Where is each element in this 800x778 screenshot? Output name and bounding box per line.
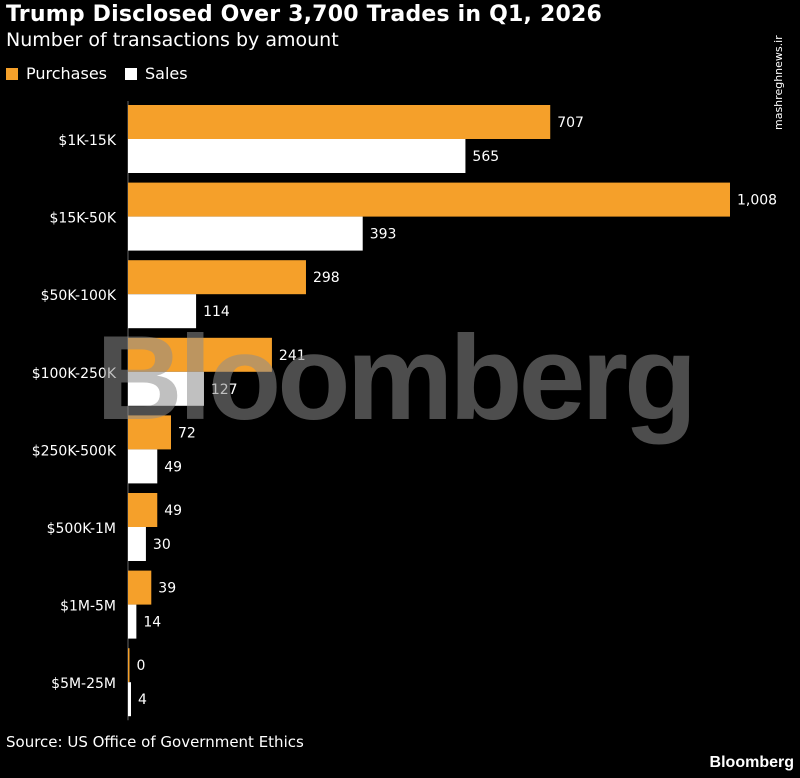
- value-label-sales-50k-100k: 114: [203, 304, 230, 320]
- bar-purchases-1k-15k: [128, 105, 551, 139]
- chart-title: Trump Disclosed Over 3,700 Trades in Q1,…: [6, 2, 602, 27]
- value-label-sales-5m-25m: 4: [138, 692, 147, 708]
- bar-purchases-500k-1m: [128, 493, 158, 527]
- category-label-50k-100k: $50K-100K: [41, 288, 117, 304]
- legend-swatch-sales: [125, 67, 137, 80]
- legend-swatch-purchases: [6, 67, 18, 80]
- category-label-1m-5m: $1M-5M: [60, 599, 116, 615]
- brand-logo: Bloomberg: [709, 754, 794, 771]
- value-label-sales-1k-15k: 565: [472, 149, 499, 165]
- value-label-sales-500k-1m: 30: [153, 537, 171, 553]
- chart-subtitle: Number of transactions by amount: [6, 29, 339, 51]
- bar-sales-5m-25m: [128, 682, 131, 717]
- value-label-purchases-15k-50k: 1,008: [737, 193, 777, 209]
- category-label-1k-15k: $1K-15K: [58, 133, 116, 149]
- value-label-purchases-250k-500k: 72: [178, 425, 196, 441]
- bar-purchases-100k-250k: [128, 337, 272, 372]
- side-watermark: mashreghnews.ir: [772, 35, 785, 130]
- bar-sales-250k-500k: [128, 449, 158, 484]
- value-label-purchases-5m-25m: 0: [137, 658, 146, 674]
- value-label-purchases-1m-5m: 39: [158, 581, 176, 597]
- value-label-purchases-100k-250k: 241: [279, 348, 306, 364]
- value-label-sales-250k-500k: 49: [164, 459, 182, 475]
- side-watermark-url: mashreghnews.ir: [772, 35, 785, 130]
- bar-purchases-250k-500k: [128, 415, 171, 450]
- category-label-100k-250k: $100K-250K: [32, 366, 117, 382]
- legend-label-sales: Sales: [145, 64, 188, 83]
- value-label-sales-15k-50k: 393: [370, 227, 397, 243]
- bar-sales-100k-250k: [128, 371, 204, 406]
- bar-sales-50k-100k: [128, 294, 197, 329]
- value-label-purchases-500k-1m: 49: [164, 503, 182, 519]
- value-label-sales-100k-250k: 127: [211, 382, 238, 398]
- bar-sales-15k-50k: [128, 216, 363, 251]
- category-label-5m-25m: $5M-25M: [51, 676, 116, 692]
- bar-purchases-5m-25m: [128, 648, 130, 683]
- bar-purchases-1m-5m: [128, 570, 152, 605]
- legend: Purchases Sales: [6, 64, 206, 83]
- bar-sales-500k-1m: [128, 527, 146, 561]
- bar-sales-1k-15k: [128, 139, 466, 173]
- value-label-purchases-1k-15k: 707: [557, 115, 584, 131]
- bar-sales-1m-5m: [128, 604, 137, 639]
- bar-purchases-15k-50k: [128, 182, 730, 217]
- category-label-250k-500k: $250K-500K: [32, 443, 117, 459]
- bar-purchases-50k-100k: [128, 260, 306, 295]
- value-label-purchases-50k-100k: 298: [313, 270, 340, 286]
- category-label-15k-50k: $15K-50K: [50, 211, 117, 227]
- legend-label-purchases: Purchases: [26, 64, 107, 83]
- legend-item-purchases: Purchases: [6, 64, 107, 83]
- source-note: Source: US Office of Government Ethics: [6, 733, 304, 751]
- legend-item-sales: Sales: [125, 64, 188, 83]
- category-label-500k-1m: $500K-1M: [47, 521, 116, 537]
- value-label-sales-1m-5m: 14: [143, 615, 161, 631]
